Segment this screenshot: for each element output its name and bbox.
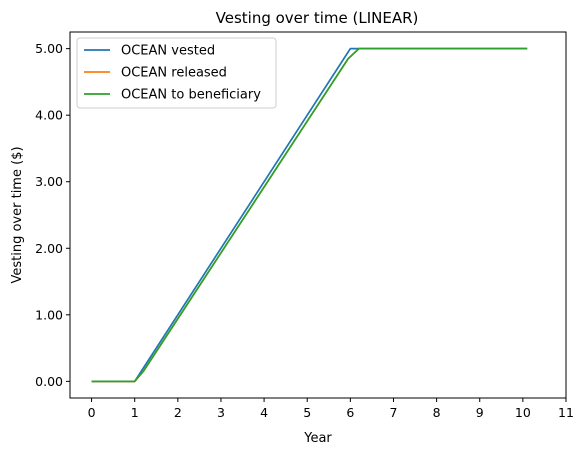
x-tick-label: 11 [558,405,574,420]
x-tick-label: 6 [346,405,354,420]
x-tick-label: 8 [433,405,441,420]
x-tick-label: 10 [515,405,531,420]
x-tick-label: 7 [390,405,398,420]
legend-label: OCEAN to beneficiary [121,88,261,103]
plot-area [91,47,528,383]
y-axis: 0.00 1.00 2.00 3.00 4.00 5.00 [35,41,70,389]
y-tick-label: 1.00 [35,307,63,322]
x-tick-label: 3 [217,405,225,420]
x-tick-label: 1 [131,405,139,420]
y-tick-label: 5.00 [35,41,63,56]
series-line-2 [91,47,528,383]
plot-frame [69,31,567,399]
y-tick-label: 2.00 [35,241,63,256]
x-tick-label: 2 [174,405,182,420]
x-tick-label: 9 [476,405,484,420]
legend: OCEAN vested OCEAN released OCEAN to benef… [76,37,277,109]
legend-label: OCEAN vested [121,44,215,59]
y-axis-label: Vesting over time ($) [10,146,25,283]
legend-label: OCEAN released [121,66,227,81]
x-axis: 0 1 2 3 4 5 6 7 8 9 10 11 [88,398,574,420]
chart-title: Vesting over time (LINEAR) [216,9,419,27]
legend-box [76,37,277,109]
y-tick-label: 3.00 [35,174,63,189]
x-tick-label: 4 [260,405,268,420]
x-tick-label: 0 [88,405,96,420]
x-tick-label: 5 [303,405,311,420]
x-axis-label: Year [303,431,332,446]
y-tick-label: 0.00 [35,374,63,389]
y-tick-label: 4.00 [35,108,63,123]
